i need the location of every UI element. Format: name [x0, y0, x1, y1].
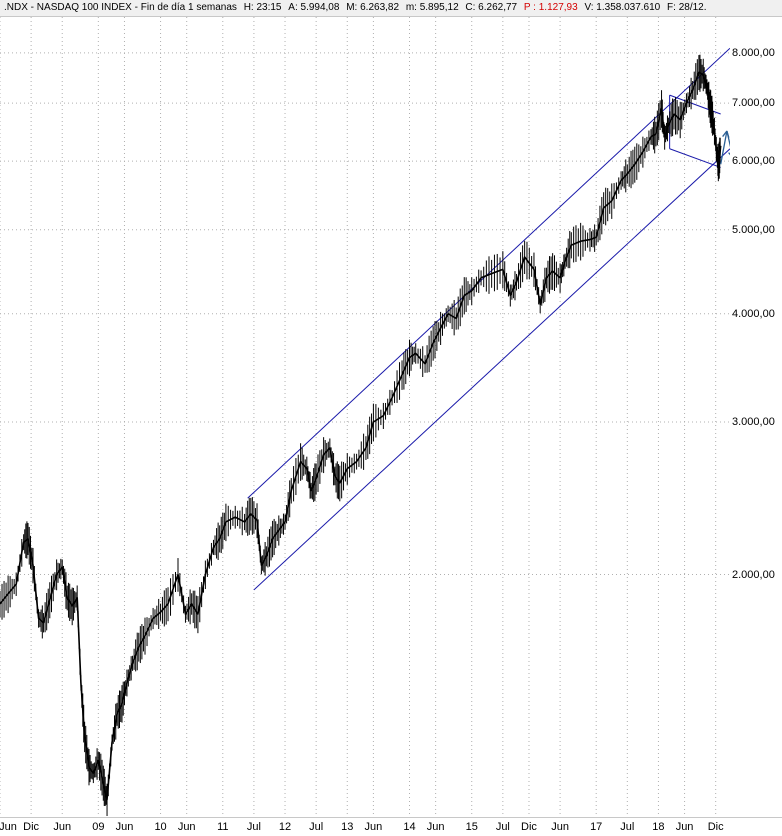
- x-tick-label: 17: [590, 821, 603, 833]
- y-tick-label: 7.000,00: [732, 97, 775, 110]
- price-chart[interactable]: [0, 17, 730, 817]
- x-tick-label: 12: [278, 821, 292, 833]
- x-tick-label: Jun: [0, 821, 17, 833]
- x-tick-label: Jul: [620, 821, 635, 833]
- wedge-bottom-line: [669, 148, 721, 168]
- price-series: [0, 54, 722, 817]
- high-value: M: 6.263,82: [346, 2, 400, 13]
- x-axis: Jun Dic Jun 09 Jun 10 Jun 11 Jul 12 Jul 13 Jun 14 Jun 1…: [0, 817, 782, 836]
- x-tick-label: Jun: [364, 821, 383, 833]
- x-tick-label: 09: [92, 821, 105, 833]
- y-tick-label: 4.000,00: [732, 307, 775, 320]
- y-tick-label: 5.000,00: [732, 223, 775, 236]
- x-tick-label: 13: [341, 821, 354, 833]
- open-value: A: 5.994,08: [288, 2, 340, 13]
- y-tick-label: 3.000,00: [732, 415, 775, 428]
- symbol: .NDX: [4, 2, 28, 13]
- y-tick-label: 6.000,00: [732, 155, 775, 168]
- x-tick-label: Jun: [115, 821, 134, 833]
- x-tick-label: Jun: [426, 821, 445, 833]
- price-line: [0, 71, 722, 801]
- x-tick-label: Jul: [246, 821, 261, 833]
- chart-header: .NDX - NASDAQ 100 INDEX - Fin de día 1 s…: [0, 0, 782, 17]
- x-tick-label: 10: [154, 821, 167, 833]
- volume-value: V: 1.358.037.610: [584, 2, 661, 13]
- projection-path: [720, 130, 730, 165]
- channel-lower-line: [253, 148, 730, 591]
- x-tick-label: Jun: [177, 821, 196, 833]
- period: Fin de día 1 semanas: [140, 2, 237, 13]
- close-value: C: 6.262,77: [465, 2, 518, 13]
- x-tick-label: Jun: [551, 821, 569, 833]
- x-tick-label: Dic: [707, 821, 724, 833]
- index-name: NASDAQ 100 INDEX: [36, 2, 132, 13]
- x-tick-label: Jul: [495, 821, 510, 833]
- x-tick-label: Dic: [23, 821, 40, 833]
- projection-arrowhead: [722, 130, 730, 138]
- grid: [0, 17, 730, 817]
- y-tick-label: 2.000,00: [732, 568, 775, 581]
- y-tick-label: 8.000,00: [732, 46, 775, 59]
- x-tick-label: Jun: [675, 821, 694, 833]
- projection-line: [720, 130, 730, 165]
- y-axis: 2.000,00 3.000,00 4.000,00 5.000,00 6.000,00…: [730, 17, 782, 817]
- projection-arrowhead: [728, 152, 730, 156]
- x-tick-label: 14: [403, 821, 416, 833]
- change-value: P : 1.127,93: [523, 2, 578, 13]
- x-tick-label: Dic: [521, 821, 537, 833]
- x-tick-label: Jul: [309, 821, 324, 833]
- x-tick-label: 15: [465, 821, 478, 833]
- x-tick-label: 18: [652, 821, 665, 833]
- x-tick-label: Jun: [53, 821, 72, 833]
- x-tick-label: 11: [217, 821, 229, 833]
- time-value: H: 23:15: [243, 2, 282, 13]
- date-value: F: 28/12.: [667, 2, 707, 13]
- low-value: m: 5.895,12: [405, 2, 459, 13]
